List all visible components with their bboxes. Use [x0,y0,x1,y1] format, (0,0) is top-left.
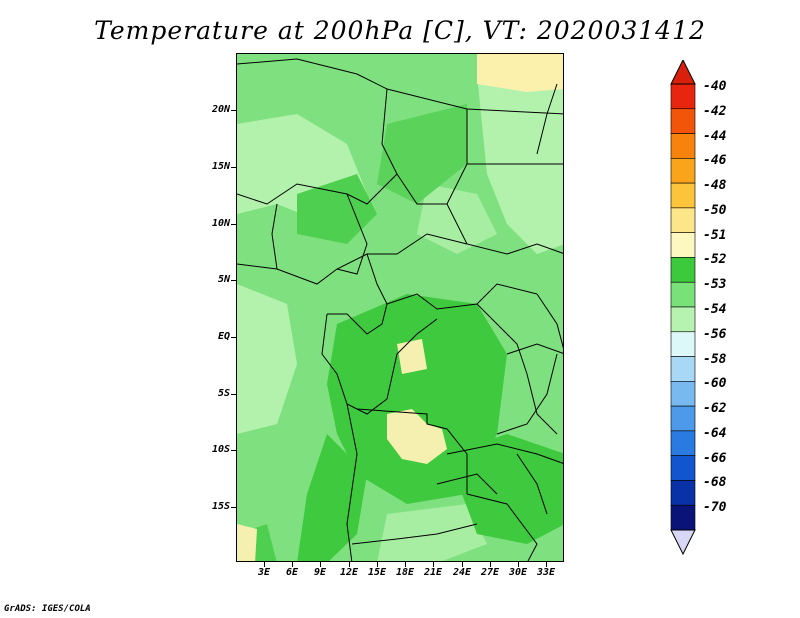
colorbar-label: -64 [703,425,727,441]
lon-label: 24E [452,567,472,578]
colorbar-label: -48 [703,178,727,194]
colorbar-cell [670,232,696,258]
lon-tick [349,562,350,567]
lat-tick [231,450,236,451]
lat-label: 10S [211,444,230,455]
colorbar-cell [670,455,696,481]
colorbar-label: -56 [703,326,727,342]
lon-label: 30E [508,567,528,578]
colorbar-label: -42 [703,103,727,119]
colorbar-label: -44 [703,128,727,144]
lon-label: 12E [339,567,359,578]
colorbar-cell [670,182,696,209]
colorbar-label: -70 [703,500,727,516]
lat-label: 20N [211,104,230,115]
lat-tick [231,337,236,338]
lat-tick [231,507,236,508]
colorbar-label: -66 [703,450,727,466]
colorbar-cell [670,83,696,110]
lat-label: 15S [211,501,230,512]
lat-tick [231,224,236,225]
lat-tick [231,167,236,168]
lon-tick [462,562,463,567]
colorbar-cell [670,158,696,184]
lon-tick [405,562,406,567]
temperature-field [237,54,563,561]
lon-label: 3E [257,567,271,578]
lat-tick [231,394,236,395]
lat-tick [231,110,236,111]
colorbar-cell [670,281,696,308]
colorbar-cell [670,480,696,506]
lat-label: 5S [217,388,230,399]
colorbar-label: -68 [703,475,727,491]
lon-tick [518,562,519,567]
colorbar-label: -53 [703,277,727,293]
colorbar-cell [670,356,696,382]
colorbar-label: -58 [703,351,727,367]
colorbar [670,60,696,556]
lat-label: 10N [211,218,230,229]
lon-label: 6E [285,567,299,578]
lon-tick [377,562,378,567]
lon-tick [433,562,434,567]
colorbar-label: -52 [703,252,727,268]
lon-label: 27E [480,567,500,578]
colorbar-label: -50 [703,202,727,218]
colorbar-label: -40 [703,79,727,94]
colorbar-cell [670,381,696,407]
lon-label: 15E [367,567,387,578]
colorbar-cell [670,257,696,283]
grads-credit: GrADS: IGES/COLA [4,604,91,614]
colorbar-label: -46 [703,153,727,169]
lon-tick [546,562,547,567]
lon-tick [264,562,265,567]
colorbar-cell [670,430,696,456]
lon-tick [490,562,491,567]
colorbar-cell [670,108,696,134]
colorbar-bottom-tip [670,529,696,556]
lon-label: 33E [536,567,556,578]
colorbar-cell [670,331,696,357]
colorbar-cell [670,133,696,159]
colorbar-cell [670,405,696,432]
lat-tick [231,280,236,281]
lat-label: 5N [217,274,230,285]
lon-label: 9E [313,567,327,578]
colorbar-cell [670,504,696,531]
colorbar-label: -60 [703,376,727,392]
map-title: Temperature at 200hPa [C], VT: 202003141… [94,16,706,45]
lon-label: 21E [423,567,443,578]
lon-label: 18E [395,567,415,578]
colorbar-label: -54 [703,302,727,317]
colorbar-label: -51 [703,227,727,243]
lon-tick [292,562,293,567]
lon-tick [320,562,321,567]
colorbar-cell [670,207,696,233]
lat-label: EQ [217,331,230,342]
temperature-map [236,53,564,562]
colorbar-top-tip [670,60,696,85]
colorbar-cell [670,306,696,333]
lat-label: 15N [211,161,230,172]
colorbar-label: -62 [703,401,727,417]
